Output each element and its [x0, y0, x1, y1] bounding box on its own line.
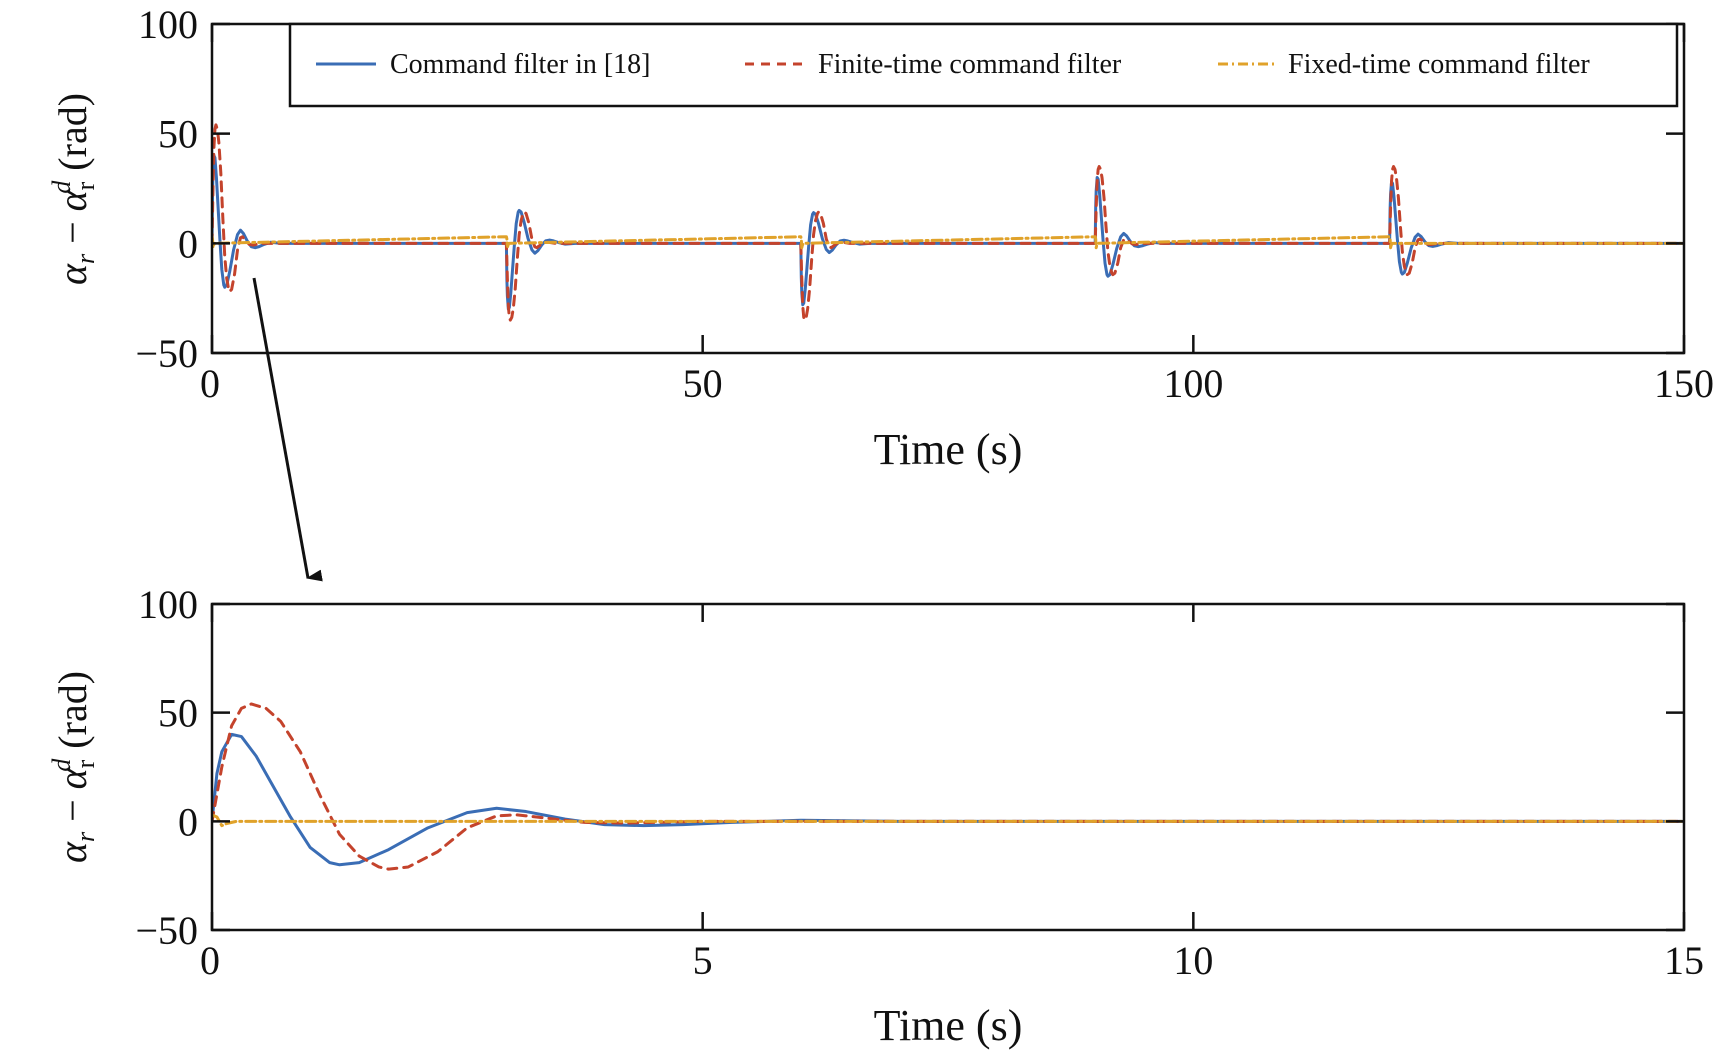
legend-label-fixed-time: Fixed-time command filter [1288, 49, 1590, 80]
legend-label-finite-time: Finite-time command filter [818, 49, 1122, 80]
y-tick-label: 100 [138, 582, 198, 627]
y-tick-label: 0 [178, 799, 198, 844]
series-line-finite-time [212, 123, 1684, 322]
y-tick-label: −50 [135, 331, 198, 376]
series-lines-top [212, 123, 1684, 322]
svg-text:αr − αrd (rad): αr − αrd (rad) [47, 671, 100, 863]
x-axis-label-top: Time (s) [874, 425, 1023, 474]
plot-frame-bottom [210, 602, 1686, 932]
series-lines-bottom [212, 702, 1684, 871]
x-tick-label: 150 [1654, 361, 1714, 406]
legend: Command filter in [18] Finite-time comma… [288, 22, 1679, 108]
x-tick-label: 5 [693, 938, 713, 983]
series-line-fixed-time [212, 235, 1684, 250]
svg-text:αr − αrd (rad): αr − αrd (rad) [47, 93, 100, 285]
y-axis-label-bottom: αr − αrd (rad) [47, 671, 100, 863]
series-line-fixed-time [212, 813, 1684, 828]
y-tick-label: 50 [158, 691, 198, 736]
legend-box [288, 22, 1679, 108]
x-tick-label: 10 [1173, 938, 1213, 983]
x-tick-label: 15 [1664, 938, 1704, 983]
series-line-finite-time [212, 702, 1684, 871]
x-tick-label: 50 [683, 361, 723, 406]
y-axis-label-top: αr − αrd (rad) [47, 93, 100, 285]
y-tick-label: 50 [158, 112, 198, 157]
x-axis-label-bottom: Time (s) [874, 1001, 1023, 1050]
y-tick-label: −50 [135, 908, 198, 953]
x-tick-label: 0 [200, 361, 220, 406]
x-tick-label: 0 [200, 938, 220, 983]
x-tick-label: 100 [1163, 361, 1223, 406]
zoom-arrow-icon [252, 277, 323, 582]
legend-label-command-filter: Command filter in [18] [390, 49, 651, 80]
y-tick-label: 0 [178, 221, 198, 266]
y-tick-label: 100 [138, 2, 198, 47]
series-line-command-filter [212, 732, 1684, 867]
series-line-command-filter [212, 154, 1684, 311]
